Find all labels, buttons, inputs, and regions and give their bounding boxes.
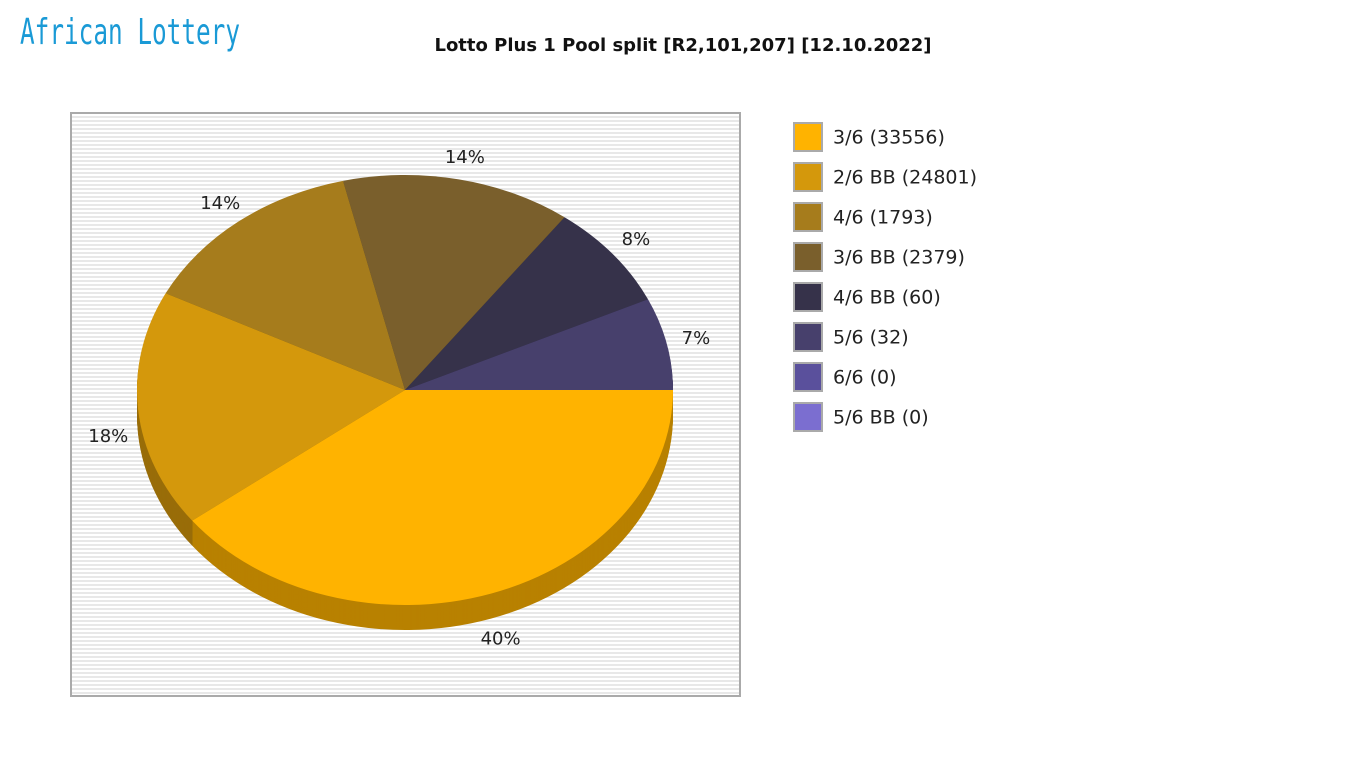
legend-label: 5/6 (32) xyxy=(833,327,909,349)
legend-label: 4/6 BB (60) xyxy=(833,287,941,309)
data-label: 40% xyxy=(481,628,521,649)
slice xyxy=(343,174,565,390)
legend-swatch xyxy=(793,362,823,392)
data-label: 18% xyxy=(88,426,128,447)
chart-title: Lotto Plus 1 Pool split [R2,101,207] [12… xyxy=(434,35,931,56)
pie: 40% 18% 14% 14% 8% 7% xyxy=(88,147,710,650)
logo[interactable]: African Lottery xyxy=(20,12,240,53)
legend-swatch xyxy=(793,122,823,152)
data-label: 14% xyxy=(445,147,485,168)
legend-swatch xyxy=(793,242,823,272)
data-label: 7% xyxy=(682,328,711,349)
legend-swatch xyxy=(793,162,823,192)
legend-label: 5/6 BB (0) xyxy=(833,407,929,429)
data-label: 8% xyxy=(622,229,651,250)
legend-label: 6/6 (0) xyxy=(833,367,897,389)
slice xyxy=(192,390,673,605)
legend-label: 3/6 BB (2379) xyxy=(833,247,965,269)
slice xyxy=(405,217,648,390)
data-label: 14% xyxy=(200,193,240,214)
legend: 3/6 (33556) 2/6 BB (24801) 4/6 (1793) 3/6 B… xyxy=(793,122,977,432)
legend-label: 2/6 BB (24801) xyxy=(833,167,977,189)
legend-swatch xyxy=(793,322,823,352)
slice xyxy=(136,293,405,521)
slice xyxy=(405,299,673,390)
legend-swatch xyxy=(793,402,823,432)
legend-label: 3/6 (33556) xyxy=(833,127,945,149)
legend-swatch xyxy=(793,202,823,232)
legend-label: 4/6 (1793) xyxy=(833,207,933,229)
slice xyxy=(165,180,405,390)
legend-swatch xyxy=(793,282,823,312)
